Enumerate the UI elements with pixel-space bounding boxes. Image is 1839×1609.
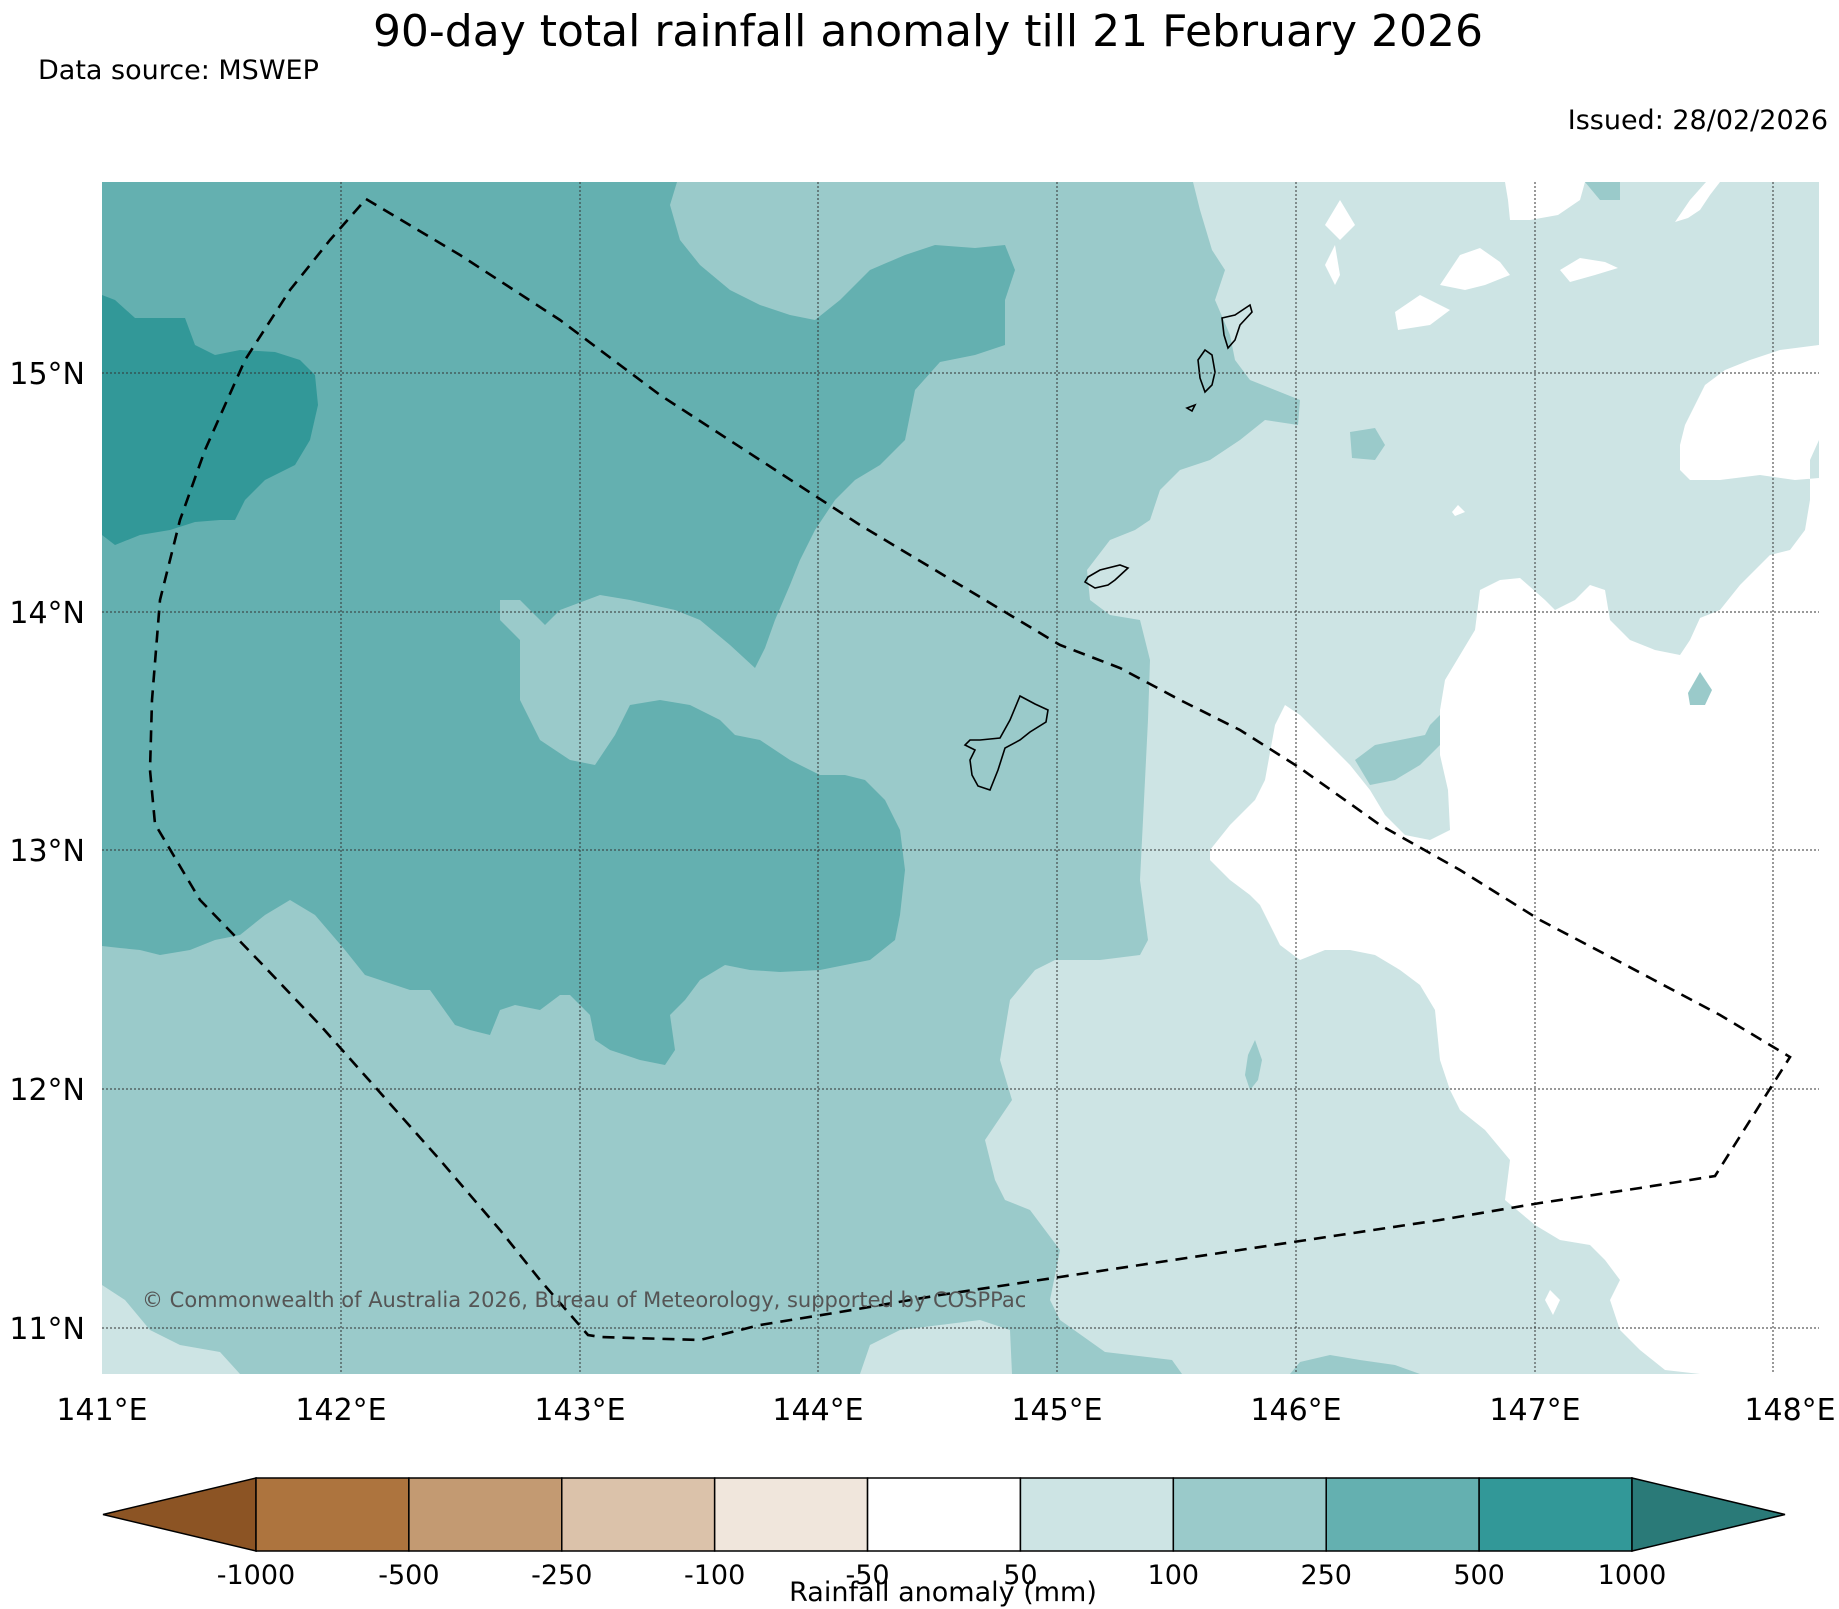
latitude-ticks: 15°N 14°N 13°N 12°N 11°N — [9, 357, 85, 1347]
colorbar-tick-label: -1000 — [217, 1560, 295, 1591]
anomaly-region-neutral-east-inner — [1688, 672, 1712, 705]
colorbar-bin — [408, 1477, 563, 1552]
colorbar-bin — [1478, 1477, 1633, 1552]
island-guam — [963, 694, 1049, 791]
anomaly-region-100-250-south-east — [1290, 1355, 1420, 1374]
figure-title: 90-day total rainfall anomaly till 21 Fe… — [373, 6, 1483, 57]
anomaly-region-neutral-ne-7 — [1675, 182, 1720, 222]
anomaly-region-neutral-ne-5 — [1325, 200, 1355, 240]
lat-tick-label: 13°N — [9, 834, 85, 869]
lon-tick-label: 144°E — [772, 1393, 863, 1428]
lon-tick-label: 142°E — [295, 1393, 386, 1428]
graticule — [102, 182, 1819, 1374]
colorbar-tick-label: -500 — [378, 1560, 439, 1591]
colorbar-bin — [713, 1477, 869, 1552]
anomaly-region-neutral-ne-6 — [1325, 245, 1340, 285]
data-source-label: Data source: MSWEP — [38, 55, 319, 86]
anomaly-region-neutral-ne-4 — [1395, 295, 1450, 330]
anomaly-region-neutral-ne-1 — [1505, 182, 1585, 220]
anomaly-region-neutral-ne-3 — [1560, 258, 1618, 282]
lat-tick-label: 12°N — [9, 1073, 85, 1108]
lon-tick-label: 146°E — [1250, 1393, 1341, 1428]
colorbar-tick-label: -50 — [846, 1560, 890, 1591]
colorbar-bin — [1325, 1477, 1480, 1552]
colorbar-tick-label: 250 — [1300, 1560, 1352, 1591]
colorbar-tick-label: 1000 — [1598, 1560, 1667, 1591]
island-tinian — [1197, 348, 1216, 394]
anomaly-region-100-250-east-c — [1245, 1040, 1262, 1090]
anomaly-region-250-500-east-small — [1350, 428, 1385, 460]
anomaly-region-100-250-ne-a — [1585, 182, 1620, 200]
anomaly-region-500-1000 — [102, 295, 318, 545]
anomaly-region-neutral-ne-8 — [1452, 505, 1465, 516]
lat-tick-label: 15°N — [9, 357, 85, 392]
colorbar-extend-max — [1631, 1477, 1786, 1552]
colorbar-tick-label: 50 — [1003, 1560, 1037, 1591]
lat-tick-label: 14°N — [9, 596, 85, 631]
colorbar-bin — [866, 1477, 1022, 1552]
island-rota — [1083, 564, 1130, 589]
anomaly-region-neutral-ne-2 — [1440, 248, 1510, 290]
island-aguijan — [1185, 403, 1197, 413]
issued-date-label: Issued: 28/02/2026 — [1568, 105, 1828, 136]
colorbar-bin — [561, 1477, 716, 1552]
colorbar-tick-label: 500 — [1453, 1560, 1505, 1591]
anomaly-region-50-100-south — [860, 1320, 1012, 1374]
anomaly-region-neutral-east — [1210, 345, 1819, 1374]
lat-tick-label: 11°N — [9, 1312, 85, 1347]
longitude-ticks: 141°E 142°E 143°E 144°E 145°E 146°E 147°… — [56, 1393, 1835, 1428]
map-panel: © Commonwealth of Australia 2026, Bureau… — [102, 182, 1819, 1374]
lon-tick-label: 147°E — [1489, 1393, 1580, 1428]
colorbar-segments — [102, 1477, 1786, 1552]
copyright-notice: © Commonwealth of Australia 2026, Bureau… — [142, 1288, 1026, 1312]
lon-tick-label: 148°E — [1744, 1393, 1835, 1428]
colorbar-label: Rainfall anomaly (mm) — [789, 1577, 1097, 1608]
colorbar-extend-min — [102, 1477, 257, 1552]
lon-tick-label: 143°E — [534, 1393, 625, 1428]
anomaly-region-250-500 — [102, 182, 1015, 1065]
lon-tick-label: 145°E — [1011, 1393, 1102, 1428]
colorbar-tick-label: -100 — [684, 1560, 745, 1591]
lon-tick-label: 141°E — [56, 1393, 147, 1428]
colorbar-tick-label: 100 — [1148, 1560, 1200, 1591]
colorbar-bin — [255, 1477, 410, 1552]
anomaly-region-50-100-southwest — [102, 1285, 240, 1374]
colorbar: -1000 -500 -250 -100 -50 50 100 250 500 1000 Rain… — [102, 1477, 1786, 1608]
colorbar-bin — [1019, 1477, 1175, 1552]
island-saipan — [1221, 303, 1253, 350]
colorbar-tick-labels: -1000 -500 -250 -100 -50 50 100 250 500 1000 — [217, 1560, 1667, 1591]
colorbar-bin — [1172, 1477, 1327, 1552]
eez-boundary — [148, 197, 1792, 1342]
anomaly-region-neutral-ne-9 — [1545, 1290, 1560, 1315]
anomaly-region-100-250-east-a — [1355, 705, 1450, 785]
colorbar-tick-label: -250 — [531, 1560, 592, 1591]
